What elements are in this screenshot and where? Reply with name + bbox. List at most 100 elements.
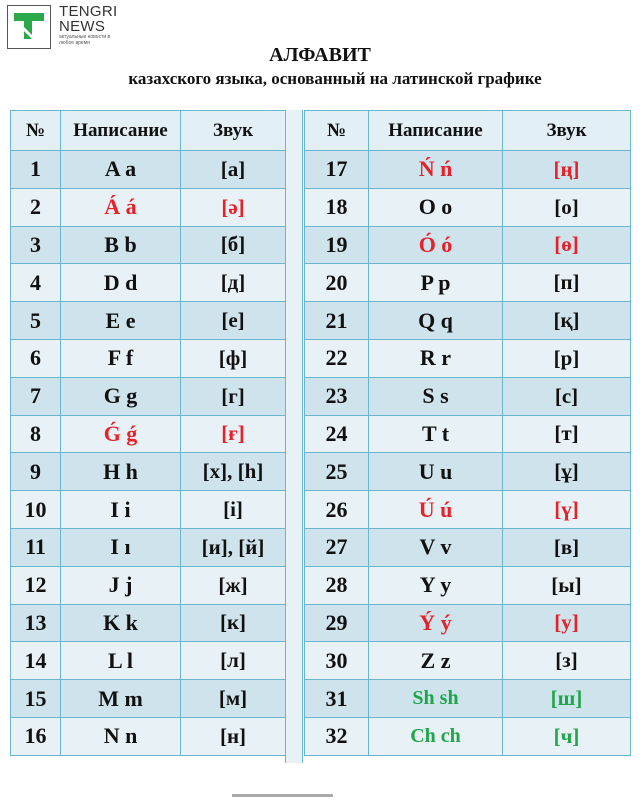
table-row: 32 Ch ch [ч] bbox=[304, 716, 631, 756]
letter-spelling: E e bbox=[60, 301, 181, 340]
letter-sound: [т] bbox=[502, 414, 631, 454]
letter-spelling: R r bbox=[368, 338, 503, 378]
header-sound: Звук bbox=[180, 110, 286, 151]
table-divider bbox=[285, 110, 303, 763]
letter-sound: [ә] bbox=[180, 187, 286, 227]
letter-spelling: Ǵ ǵ bbox=[60, 414, 181, 454]
letter-number: 1 bbox=[10, 150, 61, 189]
letter-number: 23 bbox=[304, 376, 369, 416]
letter-sound: [ы] bbox=[502, 565, 631, 605]
letter-sound: [а] bbox=[180, 150, 286, 189]
letter-sound: [к] bbox=[180, 603, 286, 643]
table-header: № Написание Звук bbox=[10, 110, 286, 151]
letter-sound: [ө] bbox=[502, 225, 631, 265]
letter-sound: [қ] bbox=[502, 301, 631, 340]
letter-spelling: F f bbox=[60, 338, 181, 378]
table-row: 22 R r [р] bbox=[304, 338, 631, 378]
header-num: № bbox=[10, 110, 61, 151]
letter-number: 30 bbox=[304, 641, 369, 681]
letter-spelling: G g bbox=[60, 376, 181, 416]
table-row: 16 N n [н] bbox=[10, 716, 286, 756]
letter-spelling: D d bbox=[60, 263, 181, 303]
letter-number: 9 bbox=[10, 452, 61, 492]
letter-sound: [л] bbox=[180, 641, 286, 681]
letter-number: 8 bbox=[10, 414, 61, 454]
letter-sound: [і] bbox=[180, 490, 286, 529]
brand-line2: NEWS bbox=[59, 18, 106, 35]
header-spelling: Написание bbox=[368, 110, 503, 151]
letter-spelling: Sh sh bbox=[368, 679, 503, 718]
letter-spelling: V v bbox=[368, 527, 503, 567]
table-row: 25 U u [ұ] bbox=[304, 452, 631, 492]
letter-spelling: B b bbox=[60, 225, 181, 265]
letter-spelling: I ı bbox=[60, 527, 181, 567]
letter-spelling: O o bbox=[368, 187, 503, 227]
letter-number: 21 bbox=[304, 301, 369, 340]
letter-sound: [е] bbox=[180, 301, 286, 340]
letter-spelling: M m bbox=[60, 679, 181, 718]
table-row: 14 L l [л] bbox=[10, 641, 286, 681]
page-subtitle: казахского языка, основанный на латинско… bbox=[128, 69, 542, 88]
letter-spelling: N n bbox=[60, 716, 181, 756]
table-row: 15 M m [м] bbox=[10, 679, 286, 718]
letter-sound: [и], [й] bbox=[180, 527, 286, 567]
table-row: 17 Ń ń [ң] bbox=[304, 150, 631, 189]
letter-sound: [ж] bbox=[180, 565, 286, 605]
letter-sound: [ф] bbox=[180, 338, 286, 378]
letter-number: 17 bbox=[304, 150, 369, 189]
letter-number: 16 bbox=[10, 716, 61, 756]
letter-sound: [х], [h] bbox=[180, 452, 286, 492]
table-header: № Написание Звук bbox=[304, 110, 631, 151]
letter-number: 25 bbox=[304, 452, 369, 492]
letter-number: 10 bbox=[10, 490, 61, 529]
brand-tagline: актуальные новости в любое время bbox=[59, 34, 111, 46]
letter-number: 22 bbox=[304, 338, 369, 378]
letter-sound: [ш] bbox=[502, 679, 631, 718]
letter-spelling: Y y bbox=[368, 565, 503, 605]
letter-number: 7 bbox=[10, 376, 61, 416]
letter-sound: [ғ] bbox=[180, 414, 286, 454]
letter-sound: [о] bbox=[502, 187, 631, 227]
table-row: 20 P p [п] bbox=[304, 263, 631, 303]
letter-spelling: U u bbox=[368, 452, 503, 492]
table-row: 24 T t [т] bbox=[304, 414, 631, 454]
letter-spelling: Z z bbox=[368, 641, 503, 681]
letter-number: 4 bbox=[10, 263, 61, 303]
letter-number: 12 bbox=[10, 565, 61, 605]
letter-sound: [з] bbox=[502, 641, 631, 681]
table-row: 10 I i [і] bbox=[10, 490, 286, 529]
letter-spelling: Q q bbox=[368, 301, 503, 340]
letter-sound: [ү] bbox=[502, 490, 631, 529]
letter-spelling: L l bbox=[60, 641, 181, 681]
letter-sound: [м] bbox=[180, 679, 286, 718]
header-num: № bbox=[304, 110, 369, 151]
letter-spelling: T t bbox=[368, 414, 503, 454]
letter-sound: [ч] bbox=[502, 716, 631, 756]
table-row: 31 Sh sh [ш] bbox=[304, 679, 631, 718]
letter-spelling: Ó ó bbox=[368, 225, 503, 265]
letter-sound: [в] bbox=[502, 527, 631, 567]
brand-line1: TENGRI bbox=[59, 3, 118, 20]
letter-number: 31 bbox=[304, 679, 369, 718]
letter-number: 3 bbox=[10, 225, 61, 265]
table-row: 18 O o [о] bbox=[304, 187, 631, 227]
letter-spelling: S s bbox=[368, 376, 503, 416]
table-row: 26 Ú ú [ү] bbox=[304, 490, 631, 529]
logo-mark-icon bbox=[14, 13, 44, 39]
letter-spelling: J j bbox=[60, 565, 181, 605]
letter-number: 14 bbox=[10, 641, 61, 681]
letter-number: 29 bbox=[304, 603, 369, 643]
letter-number: 15 bbox=[10, 679, 61, 718]
table-row: 28 Y y [ы] bbox=[304, 565, 631, 605]
letter-sound: [у] bbox=[502, 603, 631, 643]
letter-spelling: Á á bbox=[60, 187, 181, 227]
letter-number: 28 bbox=[304, 565, 369, 605]
alphabet-table-right: № Написание Звук 17 Ń ń [ң] 18 O o [о] 19 Ó ó [ө… bbox=[304, 110, 631, 756]
letter-spelling: Ý ý bbox=[368, 603, 503, 643]
